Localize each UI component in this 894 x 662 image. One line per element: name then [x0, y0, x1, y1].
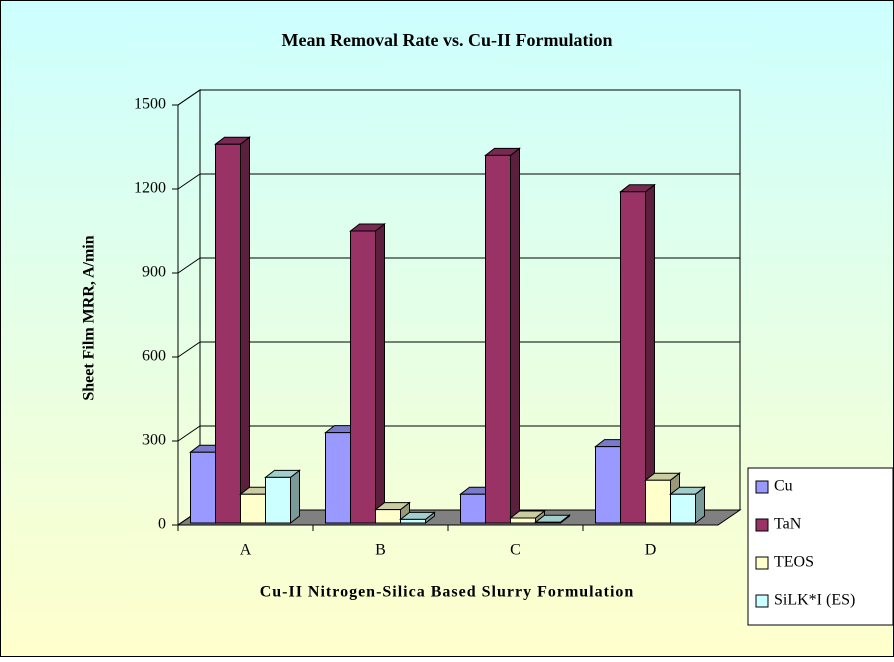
bar-front [620, 191, 646, 524]
legend-box [747, 467, 894, 626]
legend-swatch [755, 556, 769, 570]
bar-front [265, 476, 291, 524]
bar-front [240, 493, 266, 524]
legend-label: SiLK*I (ES) [774, 592, 855, 609]
bar-side [510, 147, 520, 525]
legend-swatch [755, 518, 769, 532]
y-tick-label: 1500 [134, 96, 166, 113]
bar-side [375, 222, 385, 525]
x-tick-label: A [240, 542, 252, 559]
legend-label: TEOS [774, 554, 814, 571]
bar-front [350, 230, 376, 524]
x-axis-title: Cu-II Nitrogen-Silica Based Slurry Formu… [260, 584, 635, 601]
bar-front [595, 446, 621, 524]
grid-line [177, 425, 740, 442]
y-tick-label: 900 [142, 264, 166, 281]
grid-line [177, 341, 740, 358]
legend-swatch [755, 594, 769, 608]
bar [399, 511, 436, 525]
legend-label: TaN [774, 516, 802, 533]
x-tick-label: B [375, 542, 386, 559]
bar-front [375, 509, 401, 524]
x-tick-label: C [510, 542, 521, 559]
legend-swatch [755, 480, 769, 494]
grid-line [177, 89, 740, 106]
bar-front [510, 517, 536, 524]
bar [349, 222, 386, 525]
y-axis-title: Sheet Film MRR, A/min [81, 235, 98, 400]
bar-front [485, 154, 511, 524]
bar-front [190, 451, 216, 524]
x-tick-label: D [645, 542, 657, 559]
chart-title: Mean Removal Rate vs. Cu-II Formulation [282, 30, 613, 50]
bar [214, 136, 251, 525]
bar-front [215, 143, 241, 524]
bar [264, 469, 301, 525]
bar [534, 514, 571, 525]
grid-line [177, 257, 740, 274]
grid-line [177, 173, 740, 190]
y-tick-label: 600 [142, 348, 166, 365]
y-tick-label: 0 [158, 516, 166, 533]
bar-front [460, 493, 486, 524]
bar-side [240, 136, 250, 525]
bar-front [400, 518, 426, 524]
bar [484, 147, 521, 525]
bar [669, 486, 706, 525]
legend-label: Cu [774, 478, 793, 495]
bar-front [670, 493, 696, 524]
bar [619, 183, 656, 525]
bar-front [535, 521, 561, 524]
bar-front [645, 479, 671, 524]
bar-front [325, 432, 351, 524]
y-tick-label: 1200 [134, 180, 166, 197]
bar-side [645, 183, 655, 525]
bar-side [290, 469, 300, 525]
y-tick-label: 300 [142, 432, 166, 449]
